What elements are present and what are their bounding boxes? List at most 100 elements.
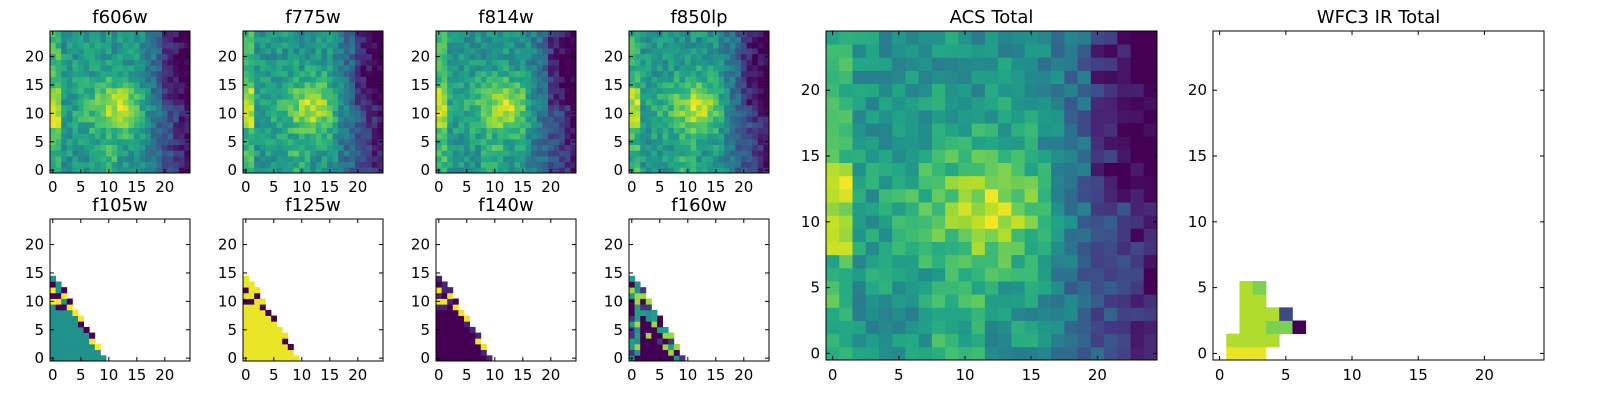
heatmap-cell — [61, 65, 68, 72]
heatmap-cell — [1143, 267, 1158, 282]
x-tick-label: 0 — [48, 178, 58, 196]
heatmap-cell — [122, 36, 129, 43]
heatmap-cell — [878, 83, 893, 98]
heatmap-cell — [100, 104, 107, 111]
heatmap-cell — [299, 59, 305, 66]
heatmap-cell — [892, 281, 906, 295]
heatmap-cell — [746, 59, 753, 66]
heatmap-cell — [746, 82, 753, 89]
heatmap-cell — [276, 355, 283, 362]
heatmap-cell — [360, 59, 367, 66]
heatmap-cell — [839, 202, 853, 216]
heatmap-cell — [117, 76, 124, 83]
heatmap-cell — [436, 70, 442, 77]
heatmap-cell — [958, 83, 973, 98]
heatmap-cell — [564, 76, 571, 83]
heatmap-cell — [134, 76, 140, 83]
heatmap-cell — [83, 150, 90, 157]
heatmap-cell — [945, 215, 959, 229]
heatmap-cell — [156, 48, 163, 55]
y-tick-label: 0 — [613, 349, 623, 367]
heatmap-cell — [1051, 44, 1065, 58]
heatmap-cell — [167, 150, 174, 157]
heatmap-cell — [508, 127, 515, 134]
heatmap-cell — [525, 82, 532, 89]
heatmap-cell — [826, 44, 840, 58]
heatmap-cell — [145, 76, 152, 83]
heatmap-cell — [254, 87, 261, 94]
heatmap-cell — [746, 48, 753, 55]
heatmap-cell — [520, 53, 526, 60]
heatmap-cell — [707, 161, 714, 168]
heatmap-cell — [61, 133, 68, 140]
heatmap-cell — [1037, 136, 1052, 150]
heatmap-cell — [139, 110, 146, 117]
y-tick-label: 10 — [25, 292, 44, 310]
heatmap-cell — [452, 121, 459, 128]
heatmap-cell — [377, 36, 384, 43]
heatmap-cell — [287, 133, 294, 140]
heatmap-cell — [892, 162, 906, 177]
heatmap-cell — [486, 36, 493, 43]
heatmap-cell — [55, 315, 62, 322]
heatmap-cell — [645, 304, 652, 311]
heatmap-cell — [713, 59, 719, 66]
heatmap-cell — [271, 338, 277, 345]
heatmap-cell — [293, 355, 300, 362]
heatmap-cell — [310, 36, 317, 43]
heatmap-cell — [162, 127, 168, 134]
heatmap-cell — [839, 136, 853, 150]
heatmap-cell — [634, 59, 641, 66]
heatmap-cell — [1130, 123, 1145, 137]
heatmap-cell — [310, 65, 317, 72]
heatmap-cell — [377, 121, 384, 128]
heatmap-cell — [128, 87, 135, 94]
heatmap-cell — [61, 167, 68, 174]
heatmap-cell — [757, 104, 764, 111]
heatmap-cell — [690, 121, 697, 128]
heatmap-cell — [685, 93, 691, 100]
heatmap-cell — [542, 87, 549, 94]
heatmap-cell — [139, 48, 146, 55]
y-tick-label: 20 — [604, 48, 623, 66]
heatmap-cell — [315, 48, 322, 55]
heatmap-cell — [271, 48, 277, 55]
heatmap-cell — [673, 48, 680, 55]
heatmap-cell — [106, 76, 112, 83]
heatmap-cells — [50, 275, 107, 362]
heatmap-cell — [282, 338, 289, 345]
heatmap-cell — [878, 57, 893, 71]
heatmap-cell — [640, 321, 647, 328]
heatmap-cell — [542, 82, 549, 89]
heatmap-cell — [173, 133, 180, 140]
heatmap-cell — [349, 59, 356, 66]
heatmap-cell — [310, 42, 317, 49]
heatmap-cell — [117, 161, 124, 168]
heatmap-cell — [707, 36, 714, 43]
heatmap-cell — [892, 254, 906, 269]
heatmap-cell — [122, 76, 129, 83]
heatmap-cell — [332, 53, 339, 60]
heatmap-cell — [360, 161, 367, 168]
heatmap-cell — [83, 326, 90, 333]
heatmap-cell — [271, 155, 277, 163]
x-tick-label: 15 — [320, 366, 339, 384]
heatmap-cell — [436, 338, 442, 345]
heatmap-cell — [315, 104, 322, 111]
heatmap-cell — [94, 87, 101, 94]
heatmap-cell — [117, 82, 124, 89]
heatmap-cell — [254, 133, 261, 140]
heatmap-cell — [746, 161, 753, 168]
heatmap-cell — [668, 110, 675, 117]
heatmap-cell — [892, 70, 906, 85]
heatmap-cell — [629, 133, 635, 140]
heatmap-cell — [259, 326, 266, 333]
heatmap-cell — [61, 93, 68, 100]
heatmap-cell — [724, 93, 731, 100]
heatmap-cell — [645, 93, 652, 100]
heatmap-cell — [945, 162, 959, 177]
heatmap-cell — [553, 104, 560, 111]
heatmap-cell — [173, 36, 180, 43]
heatmap-cell — [998, 149, 1012, 163]
heatmap-cell — [276, 326, 283, 333]
